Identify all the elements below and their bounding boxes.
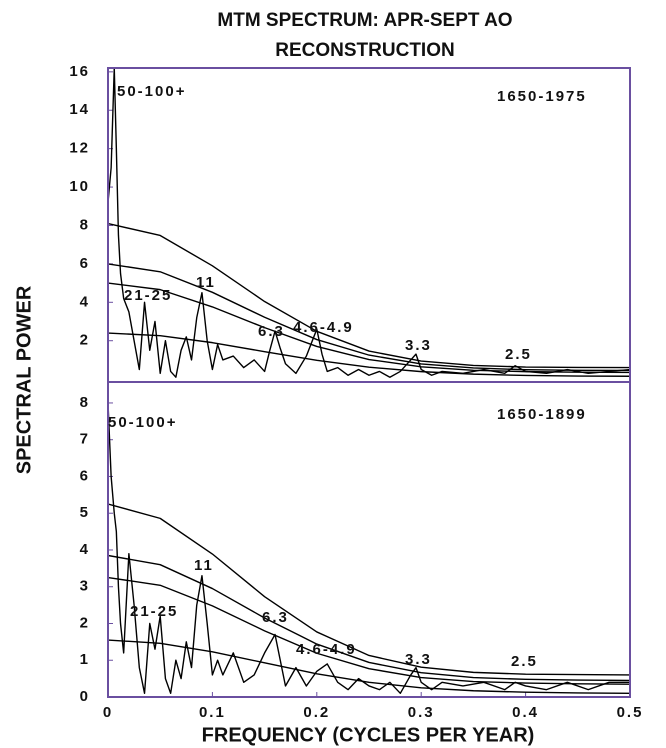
annotation: 3.3 bbox=[405, 651, 432, 668]
plot-frame bbox=[107, 67, 631, 383]
y-tick-label: 7 bbox=[80, 431, 90, 448]
series-line bbox=[108, 263, 630, 372]
y-tick-label: 8 bbox=[80, 216, 90, 233]
annotation: 21-25 bbox=[124, 287, 172, 304]
y-tick-label: 14 bbox=[69, 101, 90, 118]
series-line bbox=[108, 503, 630, 676]
y-tick-label: 4 bbox=[80, 541, 90, 558]
x-tick-label: 0.4 bbox=[512, 704, 539, 721]
x-tick-label: 0 bbox=[103, 704, 113, 721]
x-tick-label: 0.1 bbox=[199, 704, 226, 721]
y-tick-label: 0 bbox=[80, 688, 90, 705]
plot-frame bbox=[107, 381, 631, 698]
annotation: 4.6-4.9 bbox=[293, 319, 354, 336]
x-tick-label: 0.5 bbox=[617, 704, 644, 721]
annotation: 50-100+ bbox=[108, 414, 177, 431]
series-line bbox=[108, 332, 630, 377]
annotation: 6.3 bbox=[262, 609, 289, 626]
x-tick-label: 0.3 bbox=[408, 704, 435, 721]
annotation: 1650-1975 bbox=[497, 88, 587, 105]
x-axis-label: FREQUENCY (CYCLES PER YEAR) bbox=[202, 724, 535, 746]
series-line bbox=[108, 402, 630, 695]
y-axis-label: SPECTRAL POWER bbox=[13, 285, 35, 474]
series-line bbox=[108, 222, 630, 369]
annotation: 21-25 bbox=[130, 603, 178, 620]
x-tick-label: 0.2 bbox=[303, 704, 330, 721]
chart-title: MTM SPECTRUM: APR-SEPT AO RECONSTRUCTION bbox=[217, 10, 513, 61]
series-line bbox=[108, 576, 630, 685]
y-tick-label: 16 bbox=[69, 63, 90, 80]
y-tick-label: 5 bbox=[80, 504, 90, 521]
y-tick-label: 10 bbox=[69, 178, 90, 195]
annotation: 1650-1899 bbox=[497, 406, 587, 423]
series-line bbox=[108, 639, 630, 695]
y-tick-label: 2 bbox=[80, 332, 90, 349]
y-tick-label: 6 bbox=[80, 467, 90, 484]
y-tick-label: 8 bbox=[80, 394, 90, 411]
annotation: 4.6-4.9 bbox=[296, 641, 357, 658]
annotation: 3.3 bbox=[405, 337, 432, 354]
annotation: 6.3 bbox=[258, 323, 285, 340]
y-tick-label: 4 bbox=[80, 293, 90, 310]
y-tick-label: 1 bbox=[80, 651, 90, 668]
series-line bbox=[108, 554, 630, 682]
annotation: 50-100+ bbox=[117, 83, 186, 100]
y-tick-label: 6 bbox=[80, 255, 90, 272]
y-tick-label: 3 bbox=[80, 578, 90, 595]
series-line bbox=[108, 282, 630, 374]
annotation: 2.5 bbox=[511, 653, 538, 670]
annotation: 11 bbox=[194, 557, 214, 574]
y-tick-label: 2 bbox=[80, 614, 90, 631]
annotation: 2.5 bbox=[505, 346, 532, 363]
y-tick-label: 12 bbox=[69, 140, 90, 157]
series-line bbox=[108, 68, 630, 378]
annotation: 11 bbox=[196, 274, 216, 291]
